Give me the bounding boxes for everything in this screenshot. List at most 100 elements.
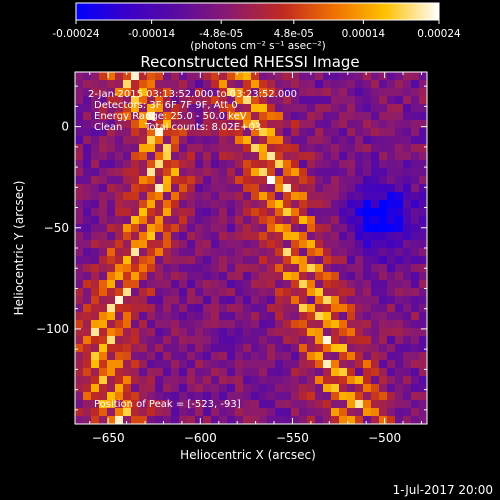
heatmap-pixel [75,144,84,153]
heatmap-pixel [107,344,116,353]
heatmap-pixel [99,360,108,369]
heatmap-pixel [99,208,108,217]
heatmap-pixel [235,216,244,225]
heatmap-pixel [259,240,268,249]
heatmap-pixel [115,392,124,401]
heatmap-pixel [155,344,164,353]
heatmap-pixel [139,168,148,177]
heatmap-pixel [83,288,92,297]
heatmap-pixel [371,176,380,185]
heatmap-pixel [347,160,356,169]
heatmap-pixel [267,96,276,105]
heatmap-pixel [355,400,364,409]
heatmap-pixel [347,208,356,217]
heatmap-pixel [123,176,132,185]
heatmap-pixel [203,96,212,105]
heatmap-pixel [107,280,116,289]
heatmap-pixel [203,328,212,337]
heatmap-pixel [315,136,324,145]
heatmap-pixel [227,184,236,193]
heatmap-pixel [179,264,188,273]
heatmap-pixel [75,128,84,137]
heatmap-pixel [307,248,316,257]
heatmap-pixel [403,160,412,169]
heatmap-pixel [91,408,100,417]
heatmap-pixel [163,344,172,353]
heatmap-pixel [219,112,228,121]
heatmap-pixel [291,208,300,217]
heatmap-pixel [171,160,180,169]
heatmap-pixel [75,328,84,337]
heatmap-pixel [403,304,412,313]
heatmap-pixel [291,312,300,321]
heatmap-pixel [243,192,252,201]
heatmap-pixel [219,408,228,417]
heatmap-pixel [251,304,260,313]
heatmap-pixel [275,208,284,217]
heatmap-pixel [411,176,420,185]
heatmap-pixel [235,368,244,377]
heatmap-pixel [419,88,427,97]
heatmap-pixel [219,136,228,145]
heatmap-pixel [331,280,340,289]
heatmap-pixel [299,96,308,105]
heatmap-pixel [195,144,204,153]
heatmap-pixel [83,416,92,424]
heatmap-pixel [203,344,212,353]
heatmap-pixel [299,80,308,89]
heatmap-pixel [315,344,324,353]
heatmap-pixel [115,272,124,281]
heatmap-pixel [131,80,140,89]
heatmap-pixel [347,360,356,369]
heatmap-pixel [291,400,300,409]
heatmap-pixel [83,232,92,241]
heatmap-pixel [171,112,180,121]
heatmap-pixel [315,360,324,369]
heatmap-pixel [315,328,324,337]
heatmap-pixel [107,160,116,169]
heatmap-pixel [195,240,204,249]
heatmap-pixel [339,376,348,385]
heatmap-pixel [395,256,404,265]
heatmap-pixel [259,216,268,225]
heatmap-pixel [299,112,308,121]
heatmap-pixel [227,152,236,161]
heatmap-pixel [75,288,84,297]
heatmap-pixel [131,288,140,297]
heatmap-pixel [403,192,412,201]
heatmap-pixel [123,280,132,289]
heatmap-pixel [243,392,252,401]
heatmap-pixel [411,128,420,137]
heatmap-pixel [323,152,332,161]
heatmap-pixel [307,408,316,417]
heatmap-pixel [347,136,356,145]
heatmap-pixel [203,216,212,225]
heatmap-pixel [307,208,316,217]
heatmap-pixel [203,104,212,113]
heatmap-pixel [91,128,100,137]
heatmap-pixel [419,216,427,225]
heatmap-pixel [211,192,220,201]
heatmap-pixel [347,288,356,297]
heatmap-pixel [323,392,332,401]
heatmap-pixel [123,352,132,361]
heatmap-pixel [419,120,427,129]
heatmap-pixel [419,264,427,273]
heatmap-pixel [83,392,92,401]
heatmap-pixel [419,80,427,89]
heatmap-pixel [115,80,124,89]
heatmap-pixel [99,376,108,385]
heatmap-pixel [83,312,92,321]
heatmap-pixel [211,376,220,385]
heatmap-pixel [363,296,372,305]
heatmap-pixel [371,136,380,145]
heatmap-pixel [139,392,148,401]
heatmap-pixel [251,408,260,417]
heatmap-pixel [147,120,156,129]
heatmap-pixel [299,376,308,385]
heatmap-pixel [307,232,316,241]
heatmap-pixel [331,160,340,169]
heatmap-pixel [339,328,348,337]
heatmap-pixel [163,376,172,385]
heatmap-pixel [387,264,396,273]
